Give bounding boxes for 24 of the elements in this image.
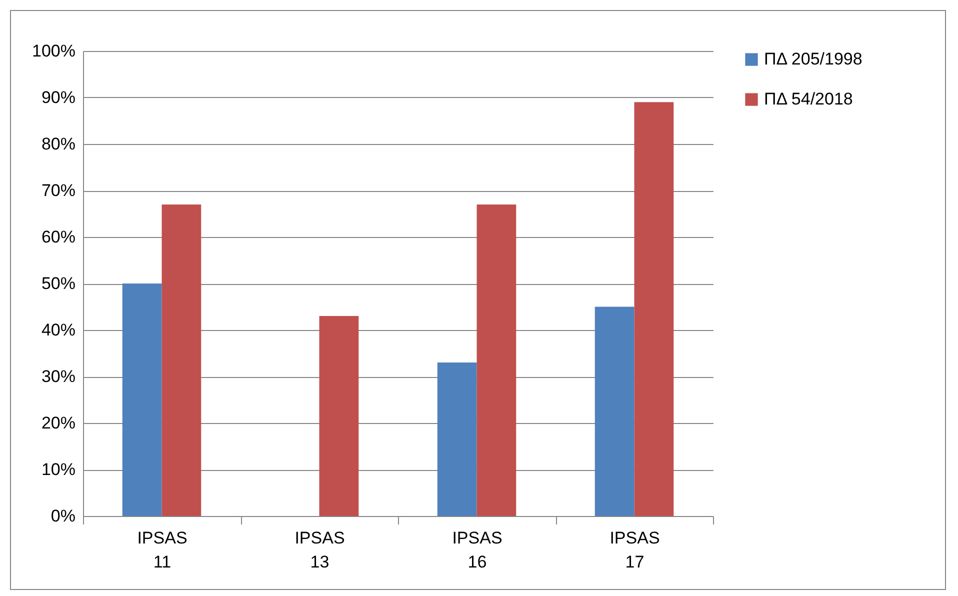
y-tick-label: 30%	[41, 367, 76, 386]
legend-label: ΠΔ 205/1998	[764, 50, 862, 68]
x-tick-label: IPSAS 11	[137, 528, 188, 572]
y-tick-label: 90%	[41, 88, 76, 107]
legend-label: ΠΔ 54/2018	[764, 90, 853, 108]
y-tick-label: 10%	[41, 460, 76, 479]
y-tick-label: 40%	[41, 320, 76, 340]
bar	[476, 204, 516, 516]
y-tick-label: 70%	[41, 181, 76, 200]
y-tick-label: 20%	[41, 414, 76, 432]
bar	[122, 284, 162, 516]
x-tick-label: IPSAS 13	[294, 528, 345, 572]
y-tick-label: 100%	[32, 42, 76, 60]
bar	[319, 316, 359, 516]
y-tick-label: 60%	[41, 228, 76, 246]
bar	[594, 306, 634, 516]
y-tick-label: 80%	[41, 134, 76, 154]
y-tick-label: 50%	[41, 274, 76, 293]
x-tick-label: IPSAS 16	[452, 528, 502, 572]
x-tick-label: IPSAS 17	[610, 528, 660, 572]
bar	[162, 204, 202, 516]
bar	[634, 102, 674, 516]
bar	[437, 362, 477, 516]
y-tick-label: 0%	[50, 506, 76, 526]
